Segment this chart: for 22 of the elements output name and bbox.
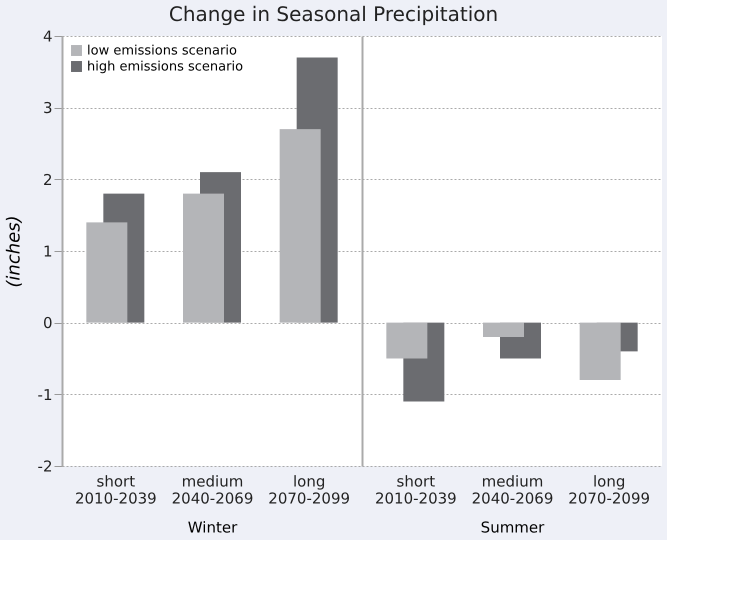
bar <box>280 129 321 323</box>
x-tick-label: short 2010-2039 <box>74 472 157 508</box>
x-tick-label: long 2070-2099 <box>568 472 650 508</box>
y-tick-label: -2 <box>38 458 52 476</box>
legend-label: low emissions scenario <box>87 44 237 58</box>
y-tick-label: 0 <box>42 314 52 332</box>
y-axis-title: (inches) <box>4 215 25 288</box>
legend-label: high emissions scenario <box>87 60 244 74</box>
y-tick-label: 2 <box>42 170 52 189</box>
x-axis-title: Winter <box>188 518 238 536</box>
y-tick-label: 3 <box>42 99 52 118</box>
x-tick-label: medium 2040-2069 <box>172 472 254 508</box>
y-tick-label: 4 <box>42 28 52 46</box>
x-tick-label: medium 2040-2069 <box>472 472 554 508</box>
x-axis-title: Summer <box>480 518 546 536</box>
bar <box>86 222 128 323</box>
x-tick-label: long 2070-2099 <box>268 472 350 508</box>
bar <box>183 194 224 323</box>
chart-title: Change in Seasonal Precipitation <box>168 2 498 26</box>
y-tick-label: -1 <box>38 386 52 404</box>
x-tick-label: short 2010-2039 <box>374 472 457 508</box>
y-tick-label: 1 <box>42 242 52 260</box>
